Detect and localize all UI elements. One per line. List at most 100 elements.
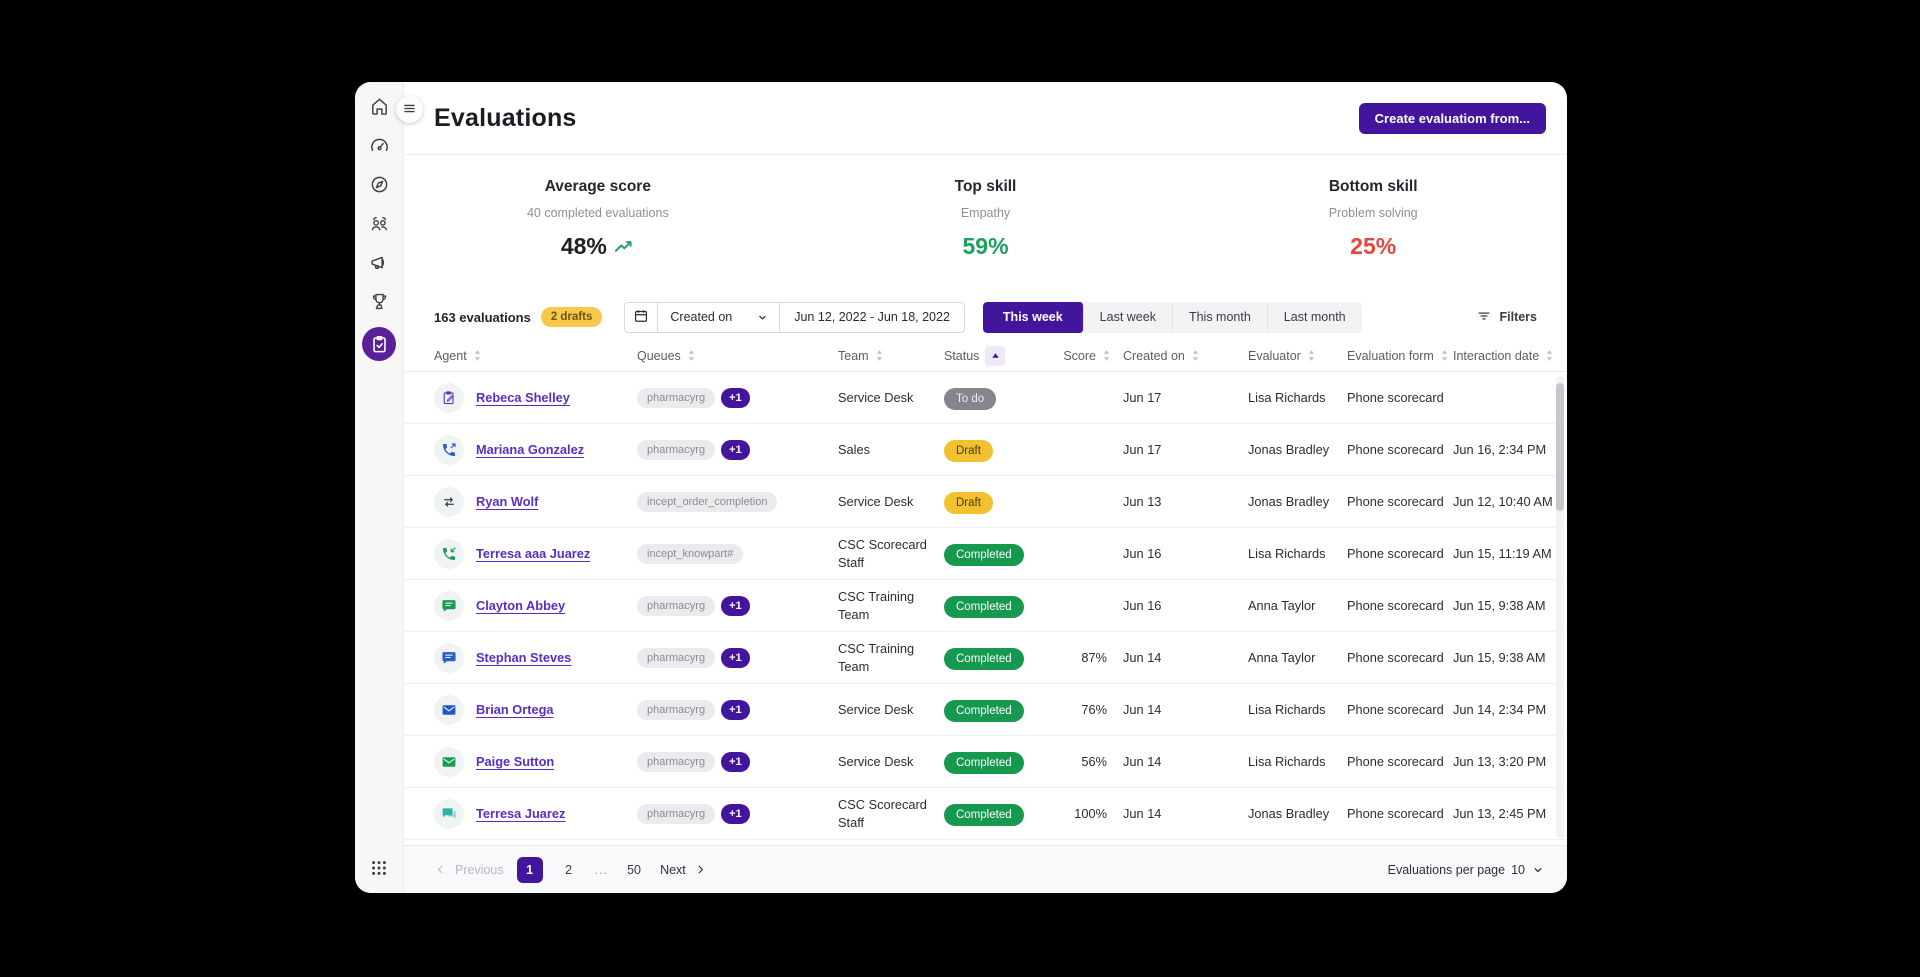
- agent-link[interactable]: Terresa Juarez: [476, 806, 566, 821]
- queue-chip: pharmacyrg: [637, 387, 716, 408]
- queue-chip: pharmacyrg: [637, 647, 716, 668]
- column-header-interaction-date[interactable]: Interaction date: [1453, 349, 1554, 363]
- stat-value: 25%: [1350, 233, 1397, 259]
- score-cell: 76%: [1081, 702, 1107, 717]
- column-header-created-on[interactable]: Created on: [1111, 349, 1248, 363]
- table-row[interactable]: Stephan Steves pharmacyrg +1 CSC Training T…: [404, 632, 1567, 684]
- column-header-queues[interactable]: Queues: [637, 349, 838, 363]
- agent-link[interactable]: Paige Sutton: [476, 754, 555, 769]
- filters-button[interactable]: Filters: [1476, 308, 1537, 327]
- sidebar-item-home[interactable]: [366, 93, 392, 119]
- queues-cell: pharmacyrg +1: [637, 751, 838, 772]
- range-tab-this-month[interactable]: This month: [1172, 301, 1268, 333]
- range-tab-this-week[interactable]: This week: [982, 301, 1084, 333]
- table-scrollbar[interactable]: [1556, 376, 1564, 839]
- drafts-badge: 2 drafts: [540, 307, 603, 327]
- team-cell: CSC Scorecard Staff: [838, 537, 927, 570]
- more-queues-chip[interactable]: +1: [721, 803, 750, 824]
- more-queues-chip[interactable]: +1: [721, 595, 750, 616]
- table-row[interactable]: Terresa aaa Juarez incept_knowpart# CSC Sc…: [404, 528, 1567, 580]
- chevron-left-icon: [434, 863, 447, 876]
- more-queues-chip[interactable]: +1: [721, 439, 750, 460]
- range-tab-last-month[interactable]: Last month: [1267, 301, 1362, 333]
- created-on-cell: Jun 16: [1123, 546, 1162, 561]
- status-cell: Draft: [944, 440, 1044, 462]
- agent-link[interactable]: Clayton Abbey: [476, 598, 566, 613]
- table-row[interactable]: Paige Sutton pharmacyrg +1 Service Desk Comp…: [404, 736, 1567, 788]
- date-range-input[interactable]: Jun 12, 2022 - Jun 18, 2022: [794, 310, 950, 324]
- calendar-button[interactable]: [625, 302, 659, 332]
- create-evaluation-button[interactable]: Create evaluatiom from...: [1358, 102, 1546, 134]
- per-page-value: 10: [1511, 862, 1525, 877]
- table-row[interactable]: Brian Ortega pharmacyrg +1 Service Desk Comp…: [404, 684, 1567, 736]
- more-queues-chip[interactable]: +1: [721, 699, 750, 720]
- range-tab-last-week[interactable]: Last week: [1083, 301, 1173, 333]
- chat-icon: [434, 642, 464, 673]
- sidebar-item-dashboard[interactable]: [366, 132, 392, 158]
- status-badge: Completed: [944, 804, 1024, 826]
- dashboard-icon: [369, 135, 390, 156]
- table-header: Agent Queues Team Status Score Created on Eval…: [404, 340, 1567, 372]
- previous-page-button[interactable]: Previous: [434, 863, 504, 877]
- agent-cell: Stephan Steves: [434, 642, 637, 673]
- table-row[interactable]: Rebeca Shelley pharmacyrg +1 Service Desk To…: [404, 372, 1567, 424]
- status-cell: Completed: [944, 700, 1044, 722]
- stat-value: 59%: [962, 233, 1009, 259]
- column-header-score[interactable]: Score: [1044, 349, 1111, 363]
- column-label: Evaluation form: [1347, 348, 1434, 363]
- page-button-1[interactable]: 1: [516, 856, 543, 883]
- column-label: Status: [944, 348, 980, 363]
- column-header-evaluation-form[interactable]: Evaluation form: [1347, 349, 1453, 363]
- created-on-cell: Jun 13: [1123, 494, 1162, 509]
- more-queues-chip[interactable]: +1: [721, 751, 750, 772]
- column-header-team[interactable]: Team: [838, 349, 944, 363]
- score-cell: 100%: [1074, 806, 1107, 821]
- status-cell: Completed: [944, 544, 1044, 566]
- column-header-status[interactable]: Status: [944, 345, 1044, 366]
- queue-chip: incept_knowpart#: [637, 543, 744, 564]
- more-queues-chip[interactable]: +1: [721, 387, 750, 408]
- stat-sub: Empathy: [960, 206, 1011, 220]
- sidebar-item-leaderboard[interactable]: [366, 288, 392, 314]
- column-header-evaluator[interactable]: Evaluator: [1248, 349, 1347, 363]
- page-button-2[interactable]: 2: [556, 857, 582, 883]
- interaction-date-cell: Jun 15, 9:38 AM: [1453, 598, 1546, 613]
- table-row[interactable]: Clayton Abbey pharmacyrg +1 CSC Training Te…: [404, 580, 1567, 632]
- per-page-select[interactable]: Evaluations per page 10: [1388, 863, 1545, 877]
- page-button-50[interactable]: 50: [621, 857, 647, 883]
- sidebar-item-teams[interactable]: [366, 210, 392, 236]
- pagination: Previous 1 2... 50 Next: [434, 856, 707, 883]
- agent-link[interactable]: Mariana Gonzalez: [476, 442, 585, 457]
- table-row[interactable]: Ryan Wolf incept_order_completion Service …: [404, 476, 1567, 528]
- next-label: Next: [660, 862, 686, 877]
- table-row[interactable]: Terresa Juarez pharmacyrg +1 CSC Scorecard …: [404, 788, 1567, 840]
- more-queues-chip[interactable]: +1: [721, 647, 750, 668]
- agent-link[interactable]: Ryan Wolf: [476, 494, 539, 509]
- status-badge: Completed: [944, 648, 1024, 670]
- stat-label: Bottom skill: [1328, 178, 1418, 195]
- created-on-cell: Jun 14: [1123, 650, 1162, 665]
- agent-link[interactable]: Stephan Steves: [476, 650, 572, 665]
- next-page-button[interactable]: Next: [660, 863, 707, 877]
- sort-icon: [1545, 349, 1554, 362]
- sidebar-item-evaluations[interactable]: [362, 327, 396, 361]
- sidebar-item-announcements[interactable]: [366, 249, 392, 275]
- sidebar-item-explore[interactable]: [366, 171, 392, 197]
- table-row[interactable]: Mariana Gonzalez pharmacyrg +1 Sales Draft Ju…: [404, 424, 1567, 476]
- evaluator-cell: Jonas Bradley: [1248, 806, 1330, 821]
- queue-chip: pharmacyrg: [637, 699, 716, 720]
- agent-link[interactable]: Rebeca Shelley: [476, 390, 570, 405]
- stat-value: 48%: [404, 233, 792, 260]
- menu-toggle-button[interactable]: [396, 96, 423, 123]
- page-title: Evaluations: [434, 103, 577, 132]
- scrollbar-thumb[interactable]: [1556, 383, 1564, 511]
- score-cell: 56%: [1081, 754, 1107, 769]
- transfer-icon: [434, 486, 464, 517]
- date-field-select[interactable]: Created on: [658, 302, 781, 332]
- agent-cell: Terresa aaa Juarez: [434, 538, 637, 569]
- agent-link[interactable]: Terresa aaa Juarez: [476, 546, 591, 561]
- evaluator-cell: Lisa Richards: [1248, 546, 1326, 561]
- agent-link[interactable]: Brian Ortega: [476, 702, 554, 717]
- column-header-agent[interactable]: Agent: [434, 349, 637, 363]
- apps-grid-button[interactable]: [368, 858, 390, 880]
